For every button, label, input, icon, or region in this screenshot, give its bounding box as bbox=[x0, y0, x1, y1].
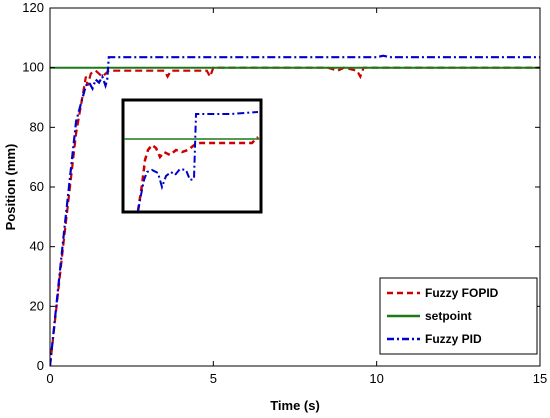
inset-fuzzy-fopid-line bbox=[136, 136, 259, 212]
y-axis-label: Position (mm) bbox=[3, 144, 18, 231]
x-tick-label: 5 bbox=[210, 371, 217, 386]
zoom-inset bbox=[121, 98, 263, 214]
series-line-fuzzy-fopid bbox=[50, 66, 540, 366]
y-tick-label: 100 bbox=[22, 60, 44, 75]
y-tick-label: 80 bbox=[30, 119, 44, 134]
y-tick-label: 120 bbox=[22, 0, 44, 15]
y-tick-label: 20 bbox=[30, 298, 44, 313]
inset-frame bbox=[121, 98, 263, 214]
y-tick-label: 40 bbox=[30, 239, 44, 254]
legend-label-fuzzy-pid: Fuzzy PID bbox=[425, 332, 482, 346]
series-line-fuzzy-pid bbox=[50, 54, 540, 366]
y-tick-label: 0 bbox=[37, 358, 44, 373]
series-layer bbox=[50, 54, 540, 366]
legend-label-setpoint: setpoint bbox=[425, 309, 472, 323]
x-tick-label: 15 bbox=[533, 371, 547, 386]
x-axis-label: Time (s) bbox=[270, 398, 320, 413]
ticks-layer: 0 5 10 15 0 20 40 60 80 100 120 bbox=[22, 0, 547, 386]
y-tick-label: 60 bbox=[30, 179, 44, 194]
legend-label-fuzzy-fopid: Fuzzy FOPID bbox=[425, 286, 499, 300]
legend: Fuzzy FOPID setpoint Fuzzy PID bbox=[379, 277, 538, 355]
x-tick-label: 0 bbox=[46, 371, 53, 386]
inset-fuzzy-pid-line bbox=[137, 111, 259, 212]
x-tick-label: 10 bbox=[369, 371, 383, 386]
